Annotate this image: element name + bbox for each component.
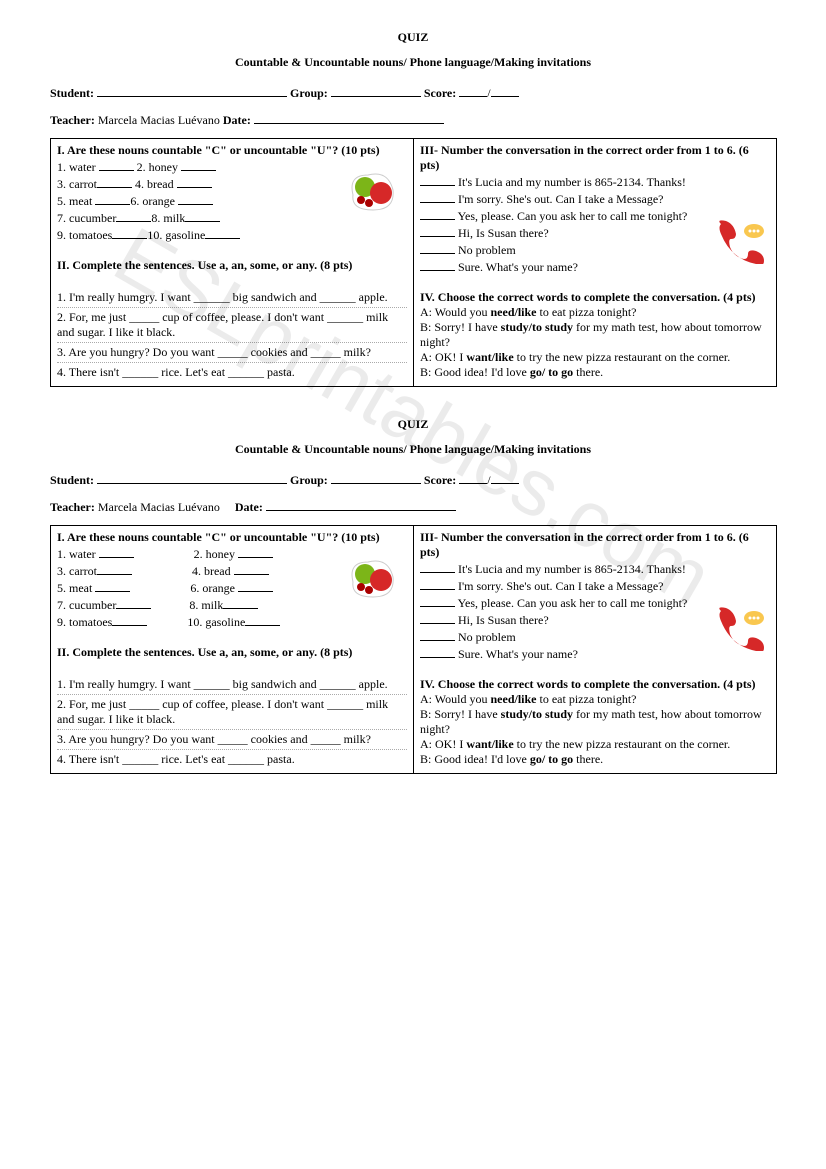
group-label: Group: — [290, 473, 328, 487]
date-label: Date: — [235, 500, 263, 514]
quiz-title: QUIZ — [50, 30, 776, 45]
s2-item-2[interactable]: 2. For, me just _____ cup of coffee, ple… — [57, 308, 407, 343]
student-blank[interactable] — [97, 471, 287, 484]
quiz-table: I. Are these nouns countable "C" or unco… — [50, 525, 777, 774]
teacher-name: Marcela Macias Luévano — [98, 500, 220, 514]
fruit-icon — [343, 552, 403, 602]
student-line: Student: Group: Score: / — [50, 471, 776, 488]
student-blank[interactable] — [97, 84, 287, 97]
score-blank-1[interactable] — [459, 84, 487, 97]
score-blank-2[interactable] — [491, 84, 519, 97]
s2-item-1[interactable]: 1. I'm really humgry. I want ______ big … — [57, 675, 407, 695]
section2-items: 1. I'm really humgry. I want ______ big … — [57, 675, 407, 769]
section2-heading: II. Complete the sentences. Use a, an, s… — [57, 645, 407, 660]
section4-lines: A: Would you need/like to eat pizza toni… — [420, 305, 770, 380]
section2-items: 1. I'm really humgry. I want ______ big … — [57, 288, 407, 382]
score-label: Score: — [424, 473, 456, 487]
section4-heading: IV. Choose the correct words to complete… — [420, 677, 770, 692]
right-column: III- Number the conversation in the corr… — [414, 526, 777, 774]
s2-item-3[interactable]: 3. Are you hungry? Do you want _____ coo… — [57, 343, 407, 363]
group-blank[interactable] — [331, 84, 421, 97]
section1-heading: I. Are these nouns countable "C" or unco… — [57, 530, 407, 545]
quiz-table: I. Are these nouns countable "C" or unco… — [50, 138, 777, 387]
section3-heading: III- Number the conversation in the corr… — [420, 530, 770, 560]
quiz-subtitle: Countable & Uncountable nouns/ Phone lan… — [50, 442, 776, 457]
date-label: Date: — [223, 113, 251, 127]
left-column: I. Are these nouns countable "C" or unco… — [51, 139, 414, 387]
section2-heading: II. Complete the sentences. Use a, an, s… — [57, 258, 407, 273]
quiz-block-2: QUIZ Countable & Uncountable nouns/ Phon… — [50, 417, 776, 774]
teacher-line: Teacher: Marcela Macias Luévano Date: — [50, 111, 776, 128]
section4-heading: IV. Choose the correct words to complete… — [420, 290, 770, 305]
s2-item-1[interactable]: 1. I'm really humgry. I want ______ big … — [57, 288, 407, 308]
score-blank-1[interactable] — [459, 471, 487, 484]
section3-heading: III- Number the conversation in the corr… — [420, 143, 770, 173]
teacher-label: Teacher: — [50, 500, 95, 514]
score-label: Score: — [424, 86, 456, 100]
date-blank[interactable] — [254, 111, 444, 124]
date-blank[interactable] — [266, 498, 456, 511]
right-column: III- Number the conversation in the corr… — [414, 139, 777, 387]
student-line: Student: Group: Score: / — [50, 84, 776, 101]
s2-item-3[interactable]: 3. Are you hungry? Do you want _____ coo… — [57, 730, 407, 750]
quiz-block-1: QUIZ Countable & Uncountable nouns/ Phon… — [50, 30, 776, 387]
s2-item-2[interactable]: 2. For, me just _____ cup of coffee, ple… — [57, 695, 407, 730]
teacher-label: Teacher: — [50, 113, 95, 127]
phone-icon — [716, 606, 766, 651]
phone-icon — [716, 219, 766, 264]
section1-heading: I. Are these nouns countable "C" or unco… — [57, 143, 407, 158]
section4-lines: A: Would you need/like to eat pizza toni… — [420, 692, 770, 767]
quiz-title: QUIZ — [50, 417, 776, 432]
student-label: Student: — [50, 473, 94, 487]
score-blank-2[interactable] — [491, 471, 519, 484]
quiz-subtitle: Countable & Uncountable nouns/ Phone lan… — [50, 55, 776, 70]
teacher-line: Teacher: Marcela Macias Luévano Date: — [50, 498, 776, 515]
s2-item-4[interactable]: 4. There isn't ______ rice. Let's eat __… — [57, 363, 407, 382]
left-column: I. Are these nouns countable "C" or unco… — [51, 526, 414, 774]
fruit-icon — [343, 165, 403, 215]
group-label: Group: — [290, 86, 328, 100]
s2-item-4[interactable]: 4. There isn't ______ rice. Let's eat __… — [57, 750, 407, 769]
teacher-name: Marcela Macias Luévano — [98, 113, 220, 127]
group-blank[interactable] — [331, 471, 421, 484]
student-label: Student: — [50, 86, 94, 100]
